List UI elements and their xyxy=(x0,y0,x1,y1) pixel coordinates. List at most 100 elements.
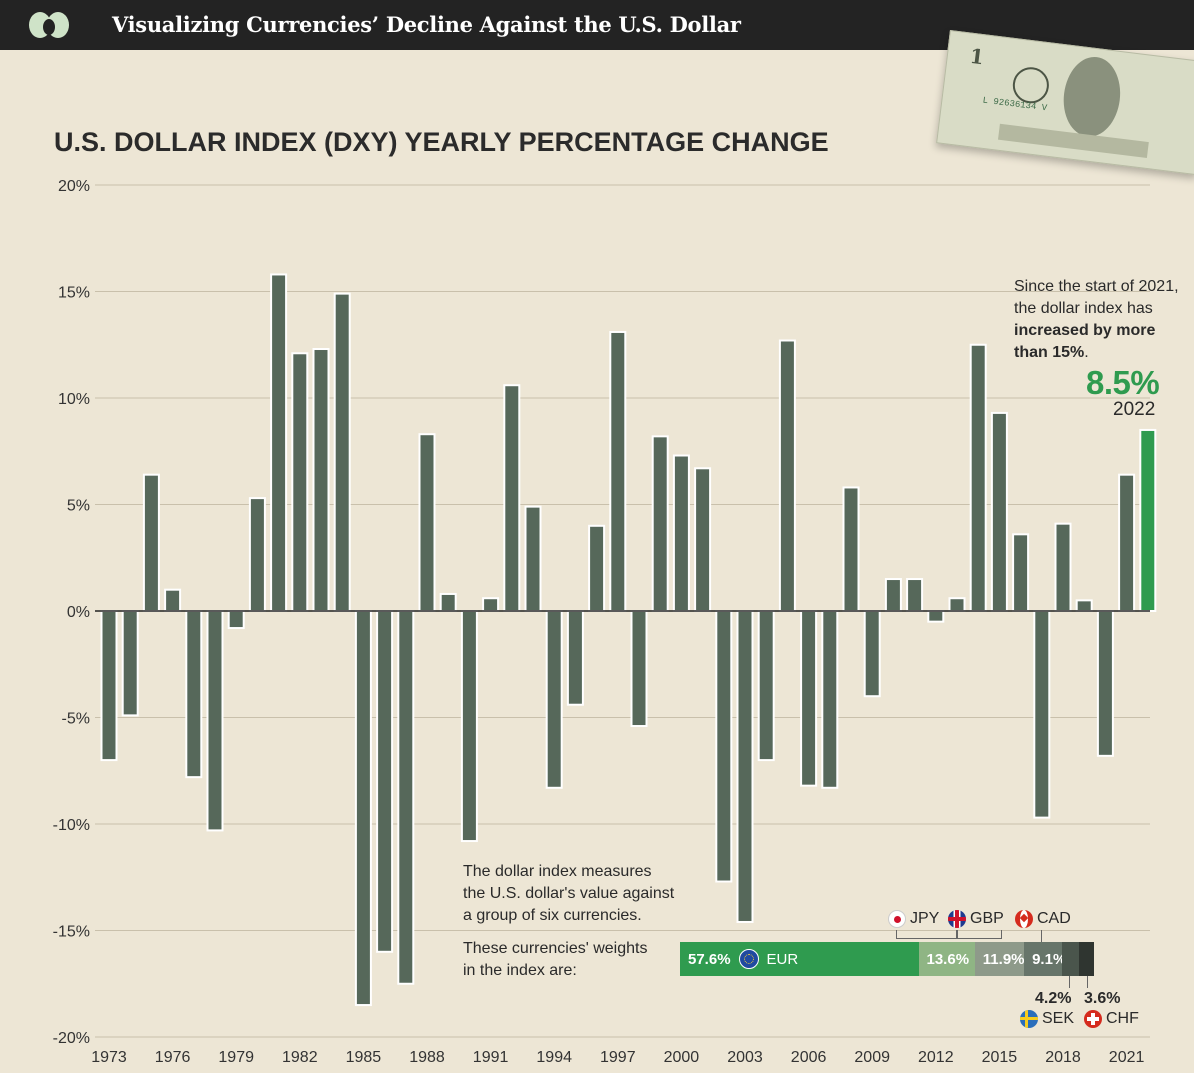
sweden-flag-icon xyxy=(1020,1010,1038,1028)
weight-label-eur: 57.6% xyxy=(688,950,731,968)
bar-2006 xyxy=(800,610,818,787)
y-tick-label: 20% xyxy=(58,178,90,195)
chf-connector xyxy=(1087,976,1088,988)
switzerland-flag-icon xyxy=(1084,1010,1102,1028)
y-tick-label: -10% xyxy=(53,817,90,834)
uk-flag-icon xyxy=(948,910,966,928)
x-tick-label: 1976 xyxy=(155,1049,191,1066)
x-tick-label: 1979 xyxy=(218,1049,254,1066)
bar-2019 xyxy=(1075,599,1093,612)
weights-note: These currencies' weights in the index a… xyxy=(463,938,647,982)
bar-1996 xyxy=(588,524,606,612)
note-bold: increased by more xyxy=(1014,322,1156,339)
bar-2012 xyxy=(927,610,945,623)
weight-segment-sek xyxy=(1061,942,1080,976)
bar-2017 xyxy=(1033,610,1051,819)
bar-1995 xyxy=(566,610,584,706)
bar-1977 xyxy=(185,610,203,779)
header-title: Visualizing Currencies’ Decline Against … xyxy=(112,12,741,37)
x-tick-label: 2009 xyxy=(854,1049,890,1066)
x-tick-label: 1997 xyxy=(600,1049,636,1066)
bar-1999 xyxy=(651,435,669,612)
jpy-connector xyxy=(896,930,958,939)
weight-segment-cad: 9.1% xyxy=(1024,942,1062,976)
bar-1979 xyxy=(227,610,245,630)
y-tick-label: 0% xyxy=(67,604,90,621)
legend-gbp: GBP xyxy=(948,910,1004,928)
note-line: Since the start of 2021, xyxy=(1014,278,1179,295)
bar-1992 xyxy=(503,384,521,612)
legend-jpy-label: JPY xyxy=(910,910,940,927)
gbp-connector xyxy=(956,930,1002,939)
bar-1983 xyxy=(312,348,330,612)
bar-2010 xyxy=(884,578,902,612)
bar-1975 xyxy=(142,473,160,612)
note-line: the U.S. dollar's value against xyxy=(463,885,675,902)
bar-2020 xyxy=(1096,610,1114,757)
currency-weights-bar: 57.6% EUR 13.6% 11.9% 9.1% xyxy=(680,942,1095,976)
x-tick-label: 2018 xyxy=(1045,1049,1081,1066)
bar-1978 xyxy=(206,610,224,832)
bar-2001 xyxy=(694,467,712,613)
note-line: in the index are: xyxy=(463,962,577,979)
weight-segment-eur: 57.6% EUR xyxy=(680,942,919,976)
x-tick-label: 1982 xyxy=(282,1049,318,1066)
bar-2008 xyxy=(842,486,860,612)
x-tick-label: 2021 xyxy=(1109,1049,1145,1066)
legend-chf-label: CHF xyxy=(1106,1010,1139,1027)
sek-connector xyxy=(1069,976,1070,988)
bar-2013 xyxy=(948,597,966,612)
bar-2011 xyxy=(906,578,924,612)
canada-flag-icon xyxy=(1015,910,1033,928)
bar-1985 xyxy=(354,610,372,1007)
x-tick-label: 1988 xyxy=(409,1049,445,1066)
x-tick-label: 2012 xyxy=(918,1049,954,1066)
bar-2014 xyxy=(969,343,987,612)
bar-2007 xyxy=(821,610,839,789)
highlight-year: 2022 xyxy=(1113,399,1156,420)
legend-sek: SEK xyxy=(1020,1010,1074,1028)
weight-label-sek: 4.2% xyxy=(1035,990,1072,1007)
bar-1981 xyxy=(270,273,288,612)
bar-1988 xyxy=(418,433,436,612)
chart-title: U.S. DOLLAR INDEX (DXY) YEARLY PERCENTAG… xyxy=(54,127,829,157)
y-tick-label: -20% xyxy=(53,1030,90,1047)
bar-1982 xyxy=(291,352,309,612)
bar-1993 xyxy=(524,505,542,613)
bar-1991 xyxy=(482,597,500,612)
bar-1997 xyxy=(609,330,627,612)
logo-icon xyxy=(29,12,69,38)
bar-2003 xyxy=(736,610,754,923)
legend-cad-label: CAD xyxy=(1037,910,1071,927)
bar-1987 xyxy=(397,610,415,985)
weight-label-jpy: 13.6% xyxy=(926,950,970,968)
bar-1994 xyxy=(545,610,563,789)
weight-label-gbp: 11.9% xyxy=(982,950,1025,968)
x-tick-label: 1991 xyxy=(473,1049,509,1066)
y-tick-label: -5% xyxy=(62,711,90,728)
legend-jpy: JPY xyxy=(888,910,939,928)
bar-2018 xyxy=(1054,522,1072,612)
bar-2022 xyxy=(1139,428,1157,613)
y-tick-label: 5% xyxy=(67,498,90,515)
cad-connector xyxy=(1041,930,1042,942)
weight-label-cad: 9.1% xyxy=(1032,950,1062,968)
y-tick-label: -15% xyxy=(53,924,90,941)
bar-2002 xyxy=(715,610,733,883)
japan-flag-icon xyxy=(888,910,906,928)
bar-1974 xyxy=(121,610,139,717)
note-line: a group of six currencies. xyxy=(463,907,642,924)
legend-chf: CHF xyxy=(1084,1010,1139,1028)
bar-2004 xyxy=(757,610,775,762)
weight-label-chf: 3.6% xyxy=(1084,990,1121,1007)
y-tick-label: 15% xyxy=(58,285,90,302)
bar-2016 xyxy=(1012,533,1030,613)
x-tick-label: 1994 xyxy=(536,1049,572,1066)
bar-1986 xyxy=(376,610,394,953)
bar-1990 xyxy=(460,610,478,843)
weight-segment-chf xyxy=(1079,942,1095,976)
weight-segment-gbp: 11.9% xyxy=(974,942,1025,976)
header-bar: Visualizing Currencies’ Decline Against … xyxy=(0,0,1194,50)
x-tick-label: 1985 xyxy=(346,1049,382,1066)
